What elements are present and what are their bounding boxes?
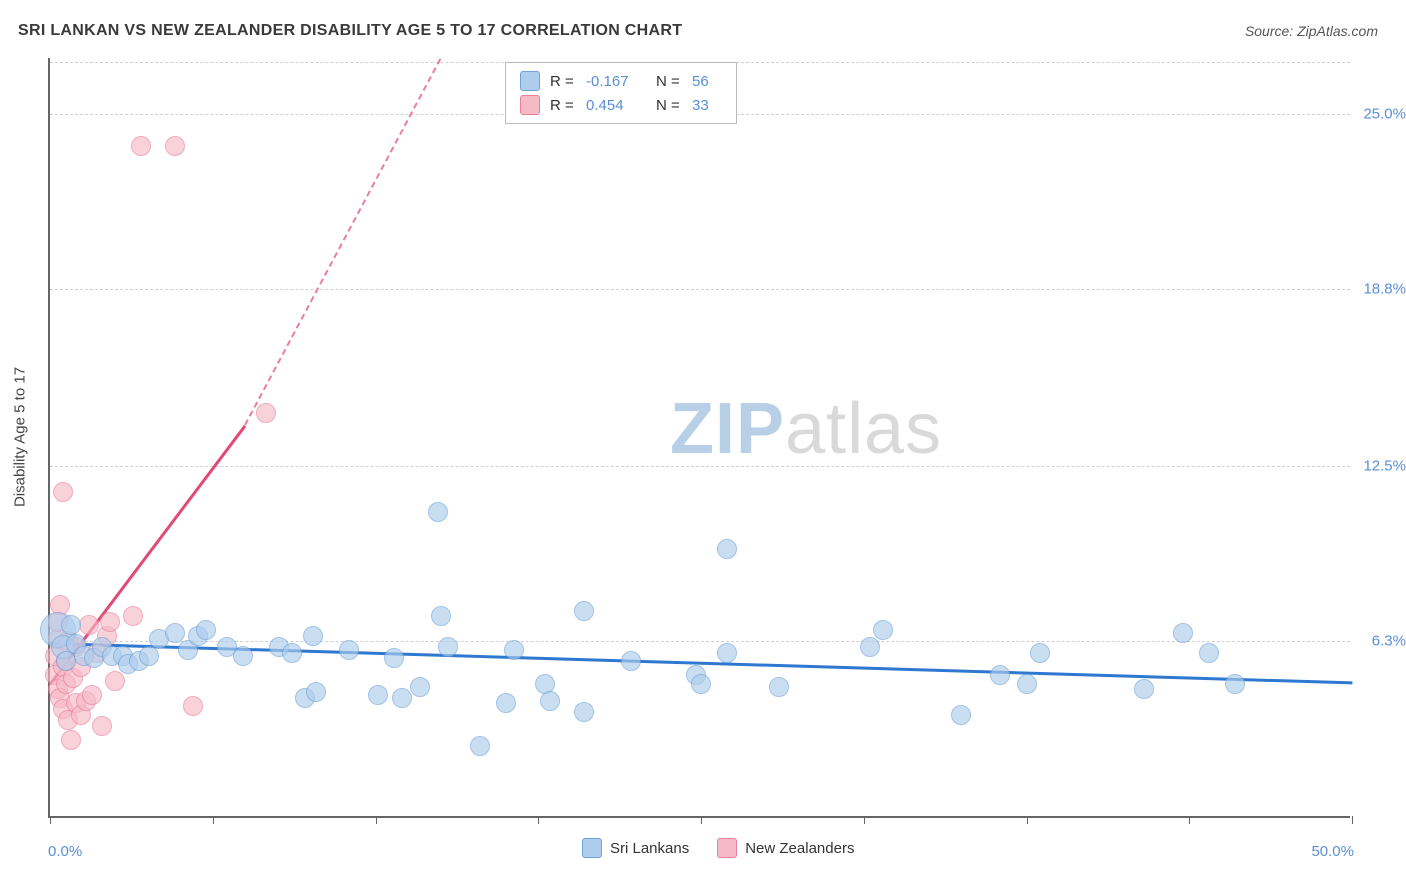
point-sri-lankans: [717, 643, 737, 663]
point-sri-lankans: [410, 677, 430, 697]
point-new-zealanders: [165, 136, 185, 156]
point-sri-lankans: [428, 502, 448, 522]
point-sri-lankans: [438, 637, 458, 657]
point-sri-lankans: [769, 677, 789, 697]
point-sri-lankans: [1134, 679, 1154, 699]
y-tick-label: 12.5%: [1363, 458, 1406, 475]
point-sri-lankans: [873, 620, 893, 640]
watermark: ZIPatlas: [670, 388, 942, 470]
point-new-zealanders: [131, 136, 151, 156]
point-sri-lankans: [540, 691, 560, 711]
point-new-zealanders: [256, 403, 276, 423]
x-tick: [1027, 816, 1028, 824]
x-tick: [376, 816, 377, 824]
legend-swatch: [582, 838, 602, 858]
point-sri-lankans: [282, 643, 302, 663]
point-sri-lankans: [1199, 643, 1219, 663]
point-new-zealanders: [79, 615, 99, 635]
x-tick: [701, 816, 702, 824]
correlation-legend: R = -0.167 N = 56 R = 0.454 N = 33: [505, 62, 737, 124]
x-tick: [1189, 816, 1190, 824]
n-label: N =: [656, 73, 682, 90]
r-label: R =: [550, 97, 576, 114]
series-legend: Sri Lankans New Zealanders: [582, 838, 854, 858]
point-sri-lankans: [1030, 643, 1050, 663]
series-legend-item: Sri Lankans: [582, 838, 689, 858]
point-sri-lankans: [303, 626, 323, 646]
r-value: -0.167: [586, 73, 646, 90]
x-tick: [538, 816, 539, 824]
point-new-zealanders: [105, 671, 125, 691]
point-sri-lankans: [306, 682, 326, 702]
point-sri-lankans: [139, 646, 159, 666]
y-tick-label: 6.3%: [1372, 632, 1406, 649]
r-label: R =: [550, 73, 576, 90]
x-tick: [213, 816, 214, 824]
point-sri-lankans: [196, 620, 216, 640]
point-sri-lankans: [368, 685, 388, 705]
series-legend-item: New Zealanders: [717, 838, 854, 858]
point-sri-lankans: [56, 651, 76, 671]
point-sri-lankans: [1173, 623, 1193, 643]
y-tick-label: 18.8%: [1363, 280, 1406, 297]
series-legend-label: Sri Lankans: [610, 840, 689, 857]
correlation-legend-row: R = 0.454 N = 33: [520, 93, 722, 117]
point-sri-lankans: [496, 693, 516, 713]
point-sri-lankans: [990, 665, 1010, 685]
r-value: 0.454: [586, 97, 646, 114]
point-sri-lankans: [470, 736, 490, 756]
point-sri-lankans: [431, 606, 451, 626]
point-sri-lankans: [233, 646, 253, 666]
point-sri-lankans: [165, 623, 185, 643]
legend-swatch: [520, 95, 540, 115]
x-tick-label: 0.0%: [48, 843, 82, 860]
n-value: 56: [692, 73, 722, 90]
point-sri-lankans: [691, 674, 711, 694]
point-sri-lankans: [860, 637, 880, 657]
source-attribution: Source: ZipAtlas.com: [1245, 23, 1378, 39]
scatter-chart: Disability Age 5 to 17 ZIPatlas 6.3%12.5…: [48, 58, 1350, 818]
point-sri-lankans: [574, 702, 594, 722]
point-sri-lankans: [504, 640, 524, 660]
point-sri-lankans: [717, 539, 737, 559]
point-sri-lankans: [61, 615, 81, 635]
series-legend-label: New Zealanders: [745, 840, 854, 857]
n-value: 33: [692, 97, 722, 114]
correlation-legend-row: R = -0.167 N = 56: [520, 69, 722, 93]
point-new-zealanders: [183, 696, 203, 716]
point-new-zealanders: [53, 482, 73, 502]
point-sri-lankans: [951, 705, 971, 725]
point-new-zealanders: [82, 685, 102, 705]
legend-swatch: [717, 838, 737, 858]
point-sri-lankans: [621, 651, 641, 671]
x-tick-label: 50.0%: [1311, 843, 1354, 860]
y-tick-label: 25.0%: [1363, 106, 1406, 123]
gridline-h: [50, 466, 1350, 467]
point-sri-lankans: [392, 688, 412, 708]
x-tick: [1352, 816, 1353, 824]
point-sri-lankans: [1225, 674, 1245, 694]
y-axis-title: Disability Age 5 to 17: [12, 367, 29, 507]
point-sri-lankans: [1017, 674, 1037, 694]
x-tick: [50, 816, 51, 824]
gridline-h: [50, 289, 1350, 290]
point-new-zealanders: [92, 716, 112, 736]
legend-swatch: [520, 71, 540, 91]
point-new-zealanders: [123, 606, 143, 626]
point-sri-lankans: [339, 640, 359, 660]
x-tick: [864, 816, 865, 824]
point-sri-lankans: [384, 648, 404, 668]
n-label: N =: [656, 97, 682, 114]
gridline-h: [50, 641, 1350, 642]
chart-title: SRI LANKAN VS NEW ZEALANDER DISABILITY A…: [18, 22, 682, 40]
point-new-zealanders: [61, 730, 81, 750]
point-new-zealanders: [100, 612, 120, 632]
point-sri-lankans: [574, 601, 594, 621]
